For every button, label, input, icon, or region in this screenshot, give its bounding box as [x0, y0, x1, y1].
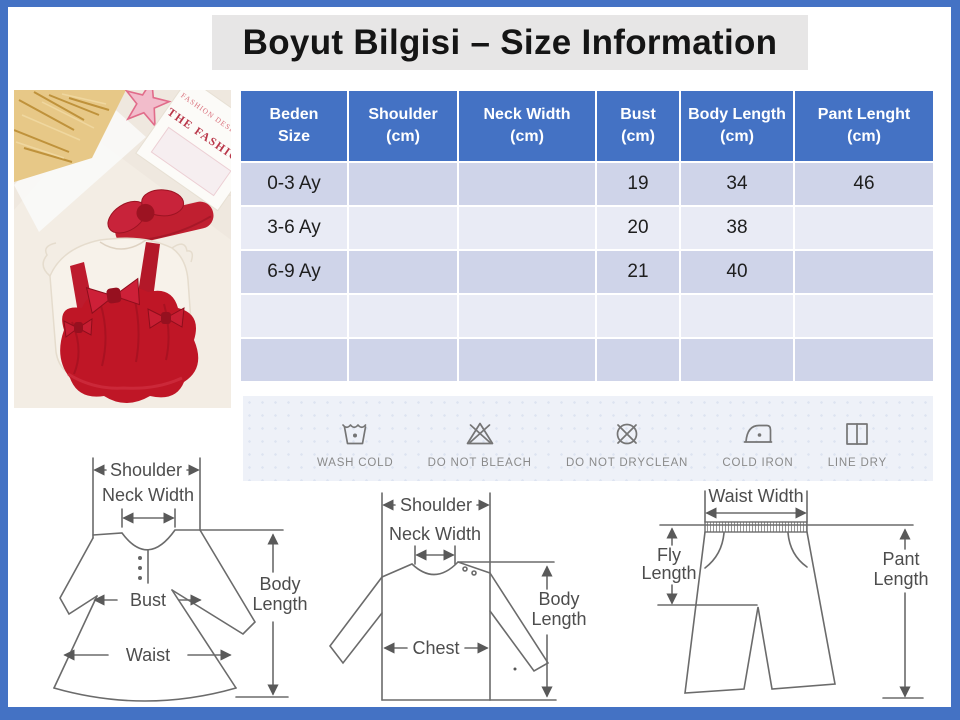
- table-cell: 0-3 Ay: [241, 163, 347, 205]
- table-cell: 34: [681, 163, 793, 205]
- care-instructions: WASH COLD DO NOT BLEACH DO NOT DRYCLEAN: [243, 396, 933, 481]
- table-cell: [459, 251, 595, 293]
- product-photo: FASHION DESIGNERS THE FASHION: [14, 90, 231, 408]
- pants-waist-width-label: Waist Width: [708, 486, 803, 506]
- dress-body-length-label: Body: [259, 574, 300, 594]
- care-label: COLD IRON: [722, 457, 794, 469]
- care-item-cold-iron: COLD IRON: [722, 416, 793, 469]
- table-cell: [795, 207, 933, 249]
- table-cell: [459, 207, 595, 249]
- star-decoration: [124, 90, 172, 129]
- shirt-measurement-diagram: Shoulder Neck Width Chest Body Length: [328, 492, 587, 701]
- table-cell: [795, 251, 933, 293]
- dress-bust-label: Bust: [130, 590, 166, 610]
- svg-text:Length: Length: [252, 594, 307, 614]
- dress-waist-label: Waist: [126, 645, 170, 665]
- romper-bow: [147, 307, 185, 329]
- table-cell: 40: [681, 251, 793, 293]
- care-label: LINE DRY: [827, 457, 887, 469]
- care-item-line-dry: LINE DRY: [828, 416, 887, 469]
- table-cell: [349, 251, 457, 293]
- dress-shoulder-label: Shoulder: [110, 460, 182, 480]
- table-cell: [349, 295, 457, 337]
- pants-measurement-diagram: Waist Width Fly Length Pant Length: [641, 486, 929, 699]
- header-cell-body-length: Body Length (cm): [681, 91, 793, 161]
- table-cell: [795, 339, 933, 381]
- do-not-bleach-icon: [466, 422, 494, 445]
- header-cell-neck-width: Neck Width (cm): [459, 91, 595, 161]
- shirt-neck-width-label: Neck Width: [389, 524, 481, 544]
- header-cell-beden-size: Beden Size: [241, 91, 347, 161]
- care-item-do-not-bleach: DO NOT BLEACH: [428, 416, 532, 469]
- dress-neck-width-label: Neck Width: [102, 485, 194, 505]
- care-label: WASH COLD: [317, 457, 394, 469]
- svg-text:Length: Length: [531, 609, 586, 629]
- headband: [107, 189, 214, 246]
- white-mat: [14, 95, 146, 232]
- pants-fly-length-label: Fly: [657, 545, 681, 565]
- table-cell: [349, 163, 457, 205]
- table-cell: 38: [681, 207, 793, 249]
- table-cell: [681, 339, 793, 381]
- table-cell: [681, 295, 793, 337]
- table-cell: [459, 295, 595, 337]
- page-title-text: Boyut Bilgisi – Size Information: [242, 22, 778, 62]
- care-item-wash-cold: WASH COLD: [317, 416, 393, 469]
- wash-cold-icon: [342, 424, 367, 445]
- neckline: [99, 239, 147, 250]
- shirt-shoulder-label: Shoulder: [400, 495, 472, 515]
- size-table: Beden Size Shoulder (cm) Neck Width (cm)…: [241, 91, 933, 381]
- table-cell: [241, 339, 347, 381]
- shirt-body-length-label: Body: [538, 589, 579, 609]
- table-cell: [459, 339, 595, 381]
- header-cell-shoulder: Shoulder (cm): [349, 91, 457, 161]
- line-dry-icon: [846, 423, 869, 445]
- pants-pant-length-label: Pant: [882, 549, 919, 569]
- do-not-dryclean-icon: [616, 423, 638, 445]
- page-title: Boyut Bilgisi – Size Information: [212, 15, 808, 70]
- dress-measurement-diagram: Shoulder Neck Width Bust Waist Body Leng…: [53, 457, 308, 702]
- table-cell: 3-6 Ay: [241, 207, 347, 249]
- romper-bow: [63, 318, 93, 338]
- table-cell: 46: [795, 163, 933, 205]
- table-cell: [349, 339, 457, 381]
- header-cell-pant-length: Pant Lenght (cm): [795, 91, 933, 161]
- cold-iron-icon: [743, 424, 773, 443]
- table-cell: [459, 163, 595, 205]
- table-cell: [597, 295, 679, 337]
- straw-decoration: [14, 90, 126, 182]
- table-cell: [795, 295, 933, 337]
- table-cell: 20: [597, 207, 679, 249]
- romper-bow: [85, 277, 140, 315]
- shirt-chest-label: Chest: [412, 638, 459, 658]
- table-cell: [241, 295, 347, 337]
- table-cell: 6-9 Ay: [241, 251, 347, 293]
- table-cell: 21: [597, 251, 679, 293]
- table-cell: [349, 207, 457, 249]
- table-cell: [597, 339, 679, 381]
- svg-text:Length: Length: [873, 569, 928, 589]
- care-label: DO NOT BLEACH: [427, 457, 532, 469]
- header-cell-bust: Bust (cm): [597, 91, 679, 161]
- baby-outfit: [42, 237, 199, 403]
- table-cell: 19: [597, 163, 679, 205]
- care-label: DO NOT DRYCLEAN: [566, 457, 689, 469]
- care-item-do-not-dryclean: DO NOT DRYCLEAN: [566, 416, 688, 469]
- svg-text:Length: Length: [641, 563, 696, 583]
